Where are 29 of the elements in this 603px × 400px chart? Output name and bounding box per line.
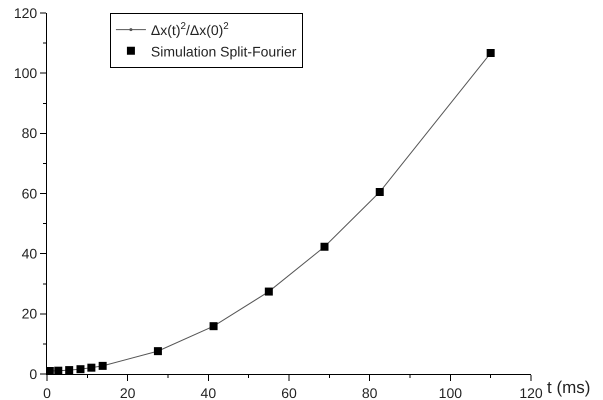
point: [76, 365, 84, 374]
x-tick-label: 20: [120, 384, 136, 400]
x-tick-label: 120: [519, 384, 543, 400]
point: [98, 362, 107, 370]
legend-label: Simulation Split-Fourier: [150, 43, 297, 60]
legend-label: Δx(t)$^{2}$/Δx(0)$^{2}$: [150, 21, 229, 38]
point: [264, 288, 273, 296]
y-tick-label: 40: [22, 246, 38, 262]
point: [87, 364, 96, 372]
x-tick-label: 40: [200, 384, 216, 400]
x-tick-label: 100: [438, 384, 462, 400]
y-tick-label: 80: [22, 125, 38, 142]
point: [320, 242, 328, 251]
y-tick-label: 0: [29, 366, 38, 382]
y-tick-label: 120: [14, 4, 38, 21]
point: [376, 188, 384, 196]
point: [54, 366, 62, 374]
y-tick-label: 20: [22, 306, 38, 322]
point: [154, 347, 162, 356]
x-axis-title: t (ms): [547, 378, 590, 397]
x-tick-label: 80: [362, 384, 378, 400]
y-tick-label: 60: [22, 185, 38, 202]
point: [47, 366, 54, 374]
point: [486, 49, 495, 58]
x-tick-label: 0: [43, 384, 52, 400]
point: [65, 366, 74, 374]
point: [210, 322, 218, 330]
x-tick-label: 60: [281, 384, 297, 400]
y-tick-label: 100: [14, 65, 38, 82]
